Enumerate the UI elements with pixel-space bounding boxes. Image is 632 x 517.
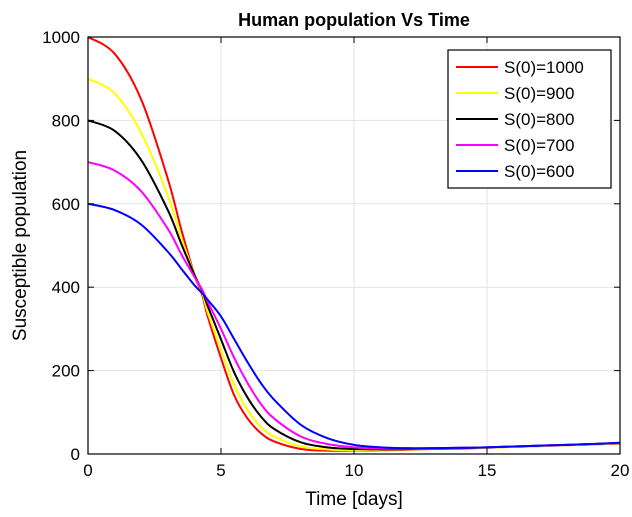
legend-label: S(0)=800 [504,110,574,129]
legend-label: S(0)=900 [504,84,574,103]
y-tick-label: 800 [52,111,80,130]
y-tick-label: 1000 [42,28,80,47]
series-line [87,202,621,450]
x-tick-label: 10 [345,461,364,480]
series-layer [87,36,621,452]
y-axis-title: Susceptible population [10,150,31,341]
chart-title: Human population Vs Time [238,10,470,30]
y-tick-label: 400 [52,278,80,297]
legend-label: S(0)=600 [504,162,574,181]
y-tick-label: 600 [52,195,80,214]
legend-label: S(0)=1000 [504,58,584,77]
x-tick-label: 0 [83,461,92,480]
legend-label: S(0)=700 [504,136,574,155]
y-tick-label: 200 [52,362,80,381]
x-axis-title: Time [days] [305,489,403,510]
legend: S(0)=1000 S(0)=900 S(0)=800 S(0)=700 S(0)=60… [447,49,612,189]
x-tick-label: 15 [478,461,497,480]
x-tick-label: 20 [611,461,630,480]
y-tick-label: 0 [71,445,80,464]
x-tick-label: 5 [216,461,225,480]
